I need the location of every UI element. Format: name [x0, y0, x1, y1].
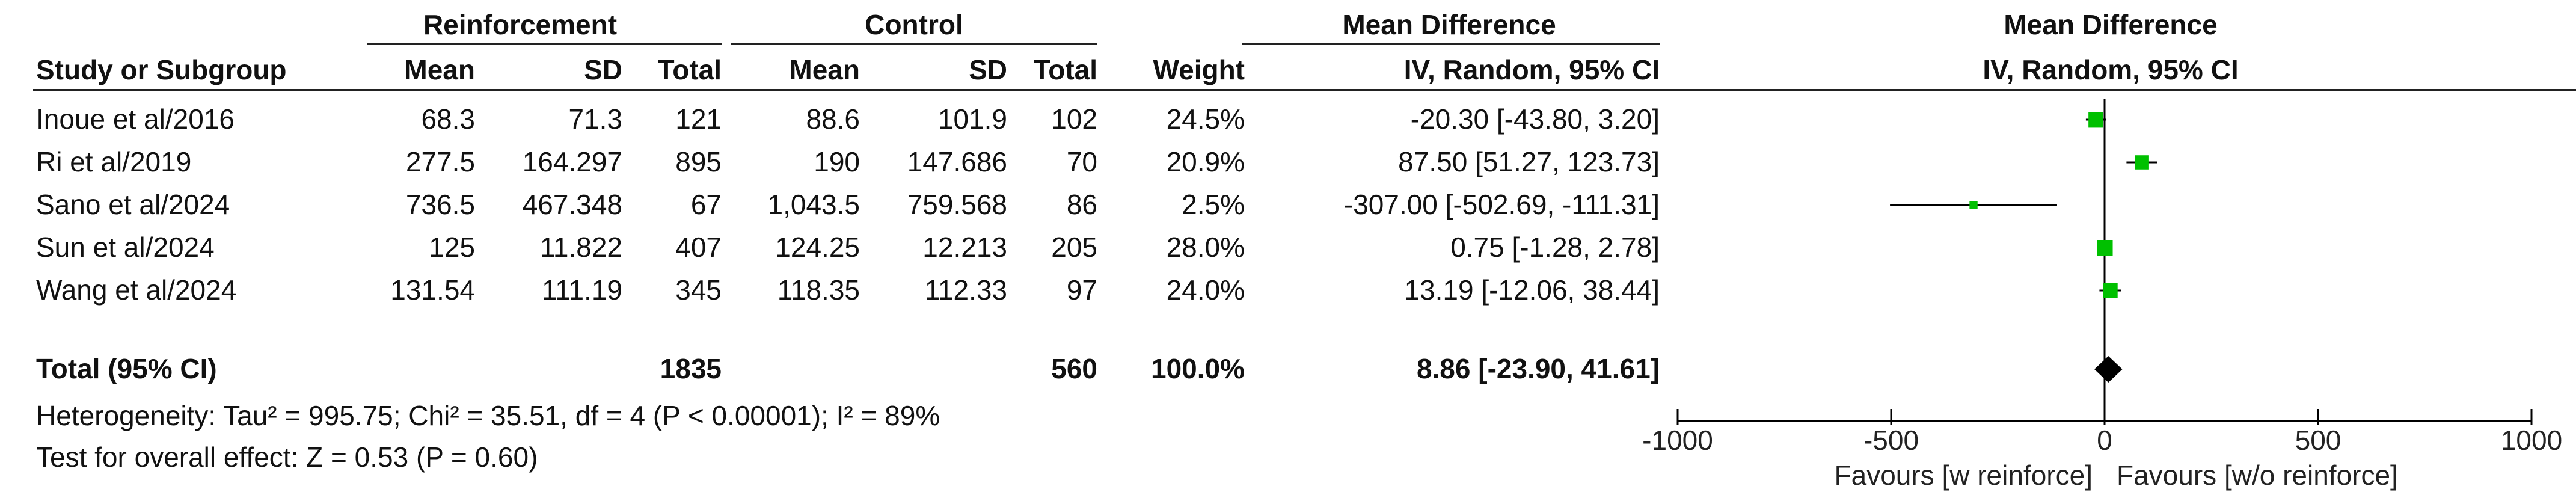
reinforcement-sd-header: SD	[584, 54, 622, 85]
md-value: -307.00 [-502.69, -111.31]	[1343, 189, 1660, 220]
study-marker	[2088, 112, 2104, 128]
reinforcement-sd: 11.822	[539, 232, 622, 263]
mean-difference-underline	[1242, 43, 1660, 45]
control-sd: 759.568	[907, 189, 1007, 220]
weight-value: 24.0%	[1166, 274, 1245, 306]
reinforcement-total: 121	[675, 103, 722, 135]
header-rule	[33, 89, 2576, 91]
control-mean: 1,043.5	[767, 189, 860, 220]
weight-value: 28.0%	[1166, 232, 1245, 263]
control-sd: 147.686	[907, 146, 1007, 177]
study-name: Wang et al/2024	[36, 274, 237, 306]
reinforcement-sd: 111.19	[542, 274, 622, 306]
control-mean: 124.25	[775, 232, 860, 263]
x-tick-label: 0	[2097, 425, 2112, 456]
reinforcement-sd: 467.348	[522, 189, 622, 220]
control-total-sum: 560	[1051, 353, 1097, 384]
control-mean: 190	[814, 146, 860, 177]
control-sd: 112.33	[924, 274, 1007, 306]
plot-method-header: IV, Random, 95% CI	[1983, 54, 2239, 85]
control-total: 86	[1066, 189, 1097, 220]
control-total: 205	[1051, 232, 1097, 263]
study-marker	[2135, 155, 2149, 170]
reinforcement-mean: 131.54	[390, 274, 475, 306]
reinforcement-sd: 71.3	[568, 103, 622, 135]
reinforcement-total: 895	[675, 146, 722, 177]
reinforcement-group-header: Reinforcement	[423, 9, 618, 40]
study-name: Sano et al/2024	[36, 189, 230, 220]
control-group-header: Control	[865, 9, 963, 40]
reinforcement-sd: 164.297	[522, 146, 622, 177]
control-total: 70	[1066, 146, 1097, 177]
total-weight: 100.0%	[1150, 353, 1245, 384]
heterogeneity-text: Heterogeneity: Tau² = 995.75; Chi² = 35.…	[36, 400, 940, 431]
control-sd: 12.213	[922, 232, 1007, 263]
study-column-header: Study or Subgroup	[36, 54, 287, 85]
favours-right-label: Favours [w/o reinforce]	[2117, 460, 2398, 491]
study-marker	[1969, 201, 1978, 209]
control-sd: 101.9	[937, 103, 1007, 135]
overall-effect-text: Test for overall effect: Z = 0.53 (P = 0…	[36, 441, 538, 473]
md-value: 87.50 [51.27, 123.73]	[1398, 146, 1660, 177]
md-value: 13.19 [-12.06, 38.44]	[1404, 274, 1660, 306]
x-tick-label: -500	[1863, 425, 1919, 456]
study-name: Inoue et al/2016	[36, 103, 235, 135]
reinforcement-mean: 736.5	[405, 189, 475, 220]
study-name: Sun et al/2024	[36, 232, 215, 263]
reinforcement-total-sum: 1835	[660, 353, 722, 384]
reinforcement-total: 407	[675, 232, 722, 263]
control-total: 97	[1066, 274, 1097, 306]
reinforcement-total-header: Total	[657, 54, 722, 85]
reinforcement-mean-header: Mean	[404, 54, 475, 85]
weight-value: 20.9%	[1166, 146, 1245, 177]
reinforcement-underline	[367, 43, 722, 45]
plot-mean-difference-header: Mean Difference	[2004, 9, 2218, 40]
study-marker	[2097, 240, 2113, 256]
study-name: Ri et al/2019	[36, 146, 192, 177]
total-md: 8.86 [-23.90, 41.61]	[1416, 353, 1660, 384]
md-value: -20.30 [-43.80, 3.20]	[1410, 103, 1660, 135]
md-value: 0.75 [-1.28, 2.78]	[1450, 232, 1660, 263]
weight-header: Weight	[1153, 54, 1245, 85]
control-total: 102	[1051, 103, 1097, 135]
control-mean: 118.35	[777, 274, 860, 306]
x-tick-label: 1000	[2501, 425, 2562, 456]
study-marker	[2103, 283, 2118, 298]
md-method-header: IV, Random, 95% CI	[1403, 54, 1660, 85]
control-mean-header: Mean	[789, 54, 860, 85]
control-total-header: Total	[1033, 54, 1097, 85]
mean-difference-header: Mean Difference	[1342, 9, 1556, 40]
weight-value: 24.5%	[1166, 103, 1245, 135]
reinforcement-mean: 125	[429, 232, 475, 263]
reinforcement-total: 345	[675, 274, 722, 306]
reinforcement-total: 67	[690, 189, 722, 220]
favours-left-label: Favours [w reinforce]	[1835, 460, 2093, 491]
weight-value: 2.5%	[1182, 189, 1245, 220]
reinforcement-mean: 68.3	[421, 103, 475, 135]
x-tick-label: -1000	[1642, 425, 1713, 456]
x-tick-label: 500	[2295, 425, 2341, 456]
pooled-diamond	[2094, 356, 2123, 383]
reinforcement-mean: 277.5	[405, 146, 475, 177]
control-mean: 88.6	[806, 103, 860, 135]
total-label: Total (95% CI)	[36, 353, 217, 384]
control-sd-header: SD	[969, 54, 1007, 85]
control-underline	[731, 43, 1097, 45]
